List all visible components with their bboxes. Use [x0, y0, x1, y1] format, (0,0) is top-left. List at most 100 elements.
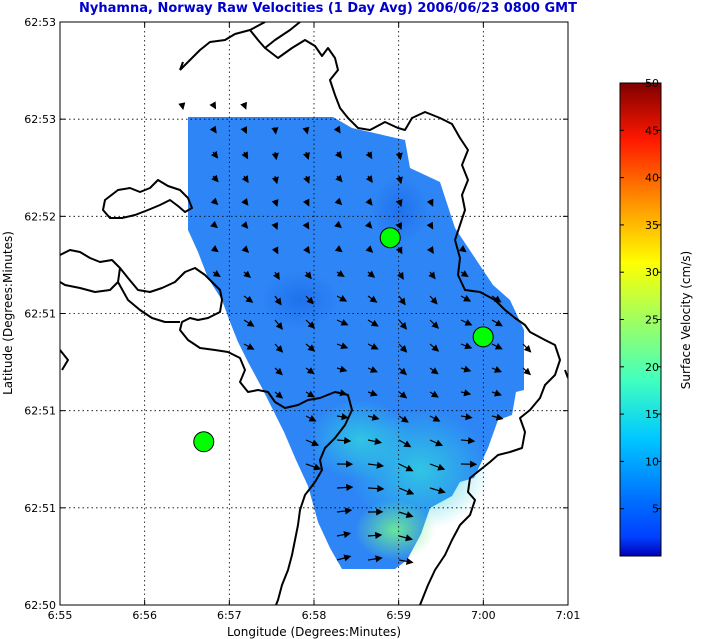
velocity-arrow — [429, 390, 439, 398]
velocity-arrow — [274, 367, 283, 376]
velocity-arrow — [240, 126, 248, 135]
velocity-arrow — [491, 413, 504, 421]
velocity-arrow — [367, 319, 379, 327]
velocity-arrow — [365, 245, 374, 253]
velocity-arrow — [398, 534, 413, 542]
coastline-north — [179, 22, 469, 241]
velocity-arrow — [429, 319, 440, 329]
velocity-arrow — [336, 554, 352, 562]
y-tick-label: 62:51 — [24, 502, 56, 515]
radar-site-marker — [379, 227, 401, 249]
velocity-arrow — [305, 319, 316, 329]
colorbar — [619, 82, 662, 557]
velocity-arrow — [398, 295, 406, 306]
colorbar-tick-label: 40 — [645, 172, 659, 185]
y-tick-label: 62:50 — [24, 599, 56, 612]
colorbar-tick-label: 20 — [645, 361, 659, 374]
velocity-arrow — [365, 197, 373, 206]
velocity-arrow — [367, 295, 378, 303]
velocity-arrow — [491, 295, 502, 303]
velocity-arrow — [305, 463, 322, 471]
velocity-arrow — [367, 531, 383, 540]
x-tick-label: 7:01 — [556, 609, 581, 622]
velocity-arrow — [395, 175, 403, 185]
colorbar-tick-label: 10 — [645, 455, 659, 468]
velocity-arrow — [429, 295, 438, 305]
x-tick-label: 7:00 — [471, 609, 496, 622]
coastline-southwest — [60, 349, 69, 371]
velocity-arrow — [271, 199, 279, 208]
velocity-arrow — [243, 343, 255, 350]
velocity-arrow — [271, 151, 279, 161]
velocity-arrow — [243, 270, 252, 279]
velocity-arrow — [212, 270, 221, 277]
velocity-arrow — [397, 271, 404, 280]
velocity-arrow — [491, 319, 503, 327]
speed-low-region — [370, 175, 430, 245]
velocity-arrow — [240, 221, 249, 229]
velocity-arrow — [395, 151, 403, 161]
velocity-arrow — [426, 198, 434, 207]
velocity-arrow — [271, 246, 279, 255]
velocity-arrow — [274, 391, 284, 399]
velocity-arrow — [426, 221, 434, 230]
velocity-arrow — [367, 484, 385, 493]
velocity-arrow — [398, 557, 414, 565]
velocity-arrow — [335, 174, 343, 183]
grid — [60, 22, 568, 605]
speed-high-region — [310, 400, 410, 480]
velocity-arrow — [367, 366, 378, 373]
speed-high-region — [355, 500, 435, 560]
velocity-arrow — [336, 389, 348, 397]
velocity-arrow — [334, 220, 342, 229]
velocity-arrow — [271, 127, 279, 135]
velocity-arrow — [395, 246, 403, 255]
velocity-arrow — [305, 414, 317, 422]
velocity-arrow — [336, 507, 353, 515]
velocity-arrow — [334, 197, 343, 206]
velocity-arrow — [303, 245, 311, 254]
velocity-arrow — [336, 413, 349, 421]
velocity-arrow — [367, 461, 385, 469]
colorbar-tick-label: 30 — [645, 266, 659, 279]
velocity-arrow — [274, 295, 282, 306]
velocity-arrow — [398, 367, 407, 376]
colorbar-tick-label: 45 — [645, 124, 659, 137]
colorbar-label: Surface Velocity (cm/s) — [679, 251, 693, 389]
velocity-arrow — [365, 175, 373, 184]
velocity-arrow — [491, 366, 502, 373]
velocity-arrow — [367, 437, 383, 445]
velocity-arrow — [210, 197, 219, 206]
velocity-arrow — [398, 487, 415, 495]
velocity-arrow — [336, 436, 352, 445]
velocity-arrow — [398, 463, 414, 472]
velocity-arrow — [429, 439, 444, 447]
speed-low-region — [260, 270, 340, 330]
velocity-arrow — [398, 343, 408, 353]
chart-title: Nyhamna, Norway Raw Velocities (1 Day Av… — [79, 1, 577, 16]
velocity-arrow — [426, 245, 434, 254]
velocity-arrow — [460, 413, 473, 421]
velocity-arrow — [429, 487, 446, 495]
velocity-arrow — [398, 439, 412, 448]
velocity-arrow — [274, 319, 283, 330]
velocity-arrow — [491, 342, 503, 350]
velocity-arrow — [334, 245, 343, 253]
velocity-arrow — [460, 389, 472, 397]
velocity-arrow — [302, 126, 310, 135]
velocity-arrow — [398, 415, 409, 423]
colorbar-tick-label: 15 — [645, 408, 659, 421]
velocity-arrow — [305, 439, 320, 447]
x-axis-label: Longitude (Degrees:Minutes) — [227, 625, 401, 639]
velocity-arrow — [367, 413, 380, 421]
velocity-arrow — [304, 271, 312, 280]
velocity-arrow — [305, 390, 315, 398]
velocity-arrow — [241, 197, 249, 206]
x-tick-label: 6:56 — [132, 609, 157, 622]
velocity-arrow — [211, 174, 219, 183]
velocity-arrow — [303, 175, 310, 184]
velocity-arrow — [458, 245, 467, 253]
velocity-arrow — [243, 319, 255, 327]
velocity-arrow — [336, 483, 354, 492]
